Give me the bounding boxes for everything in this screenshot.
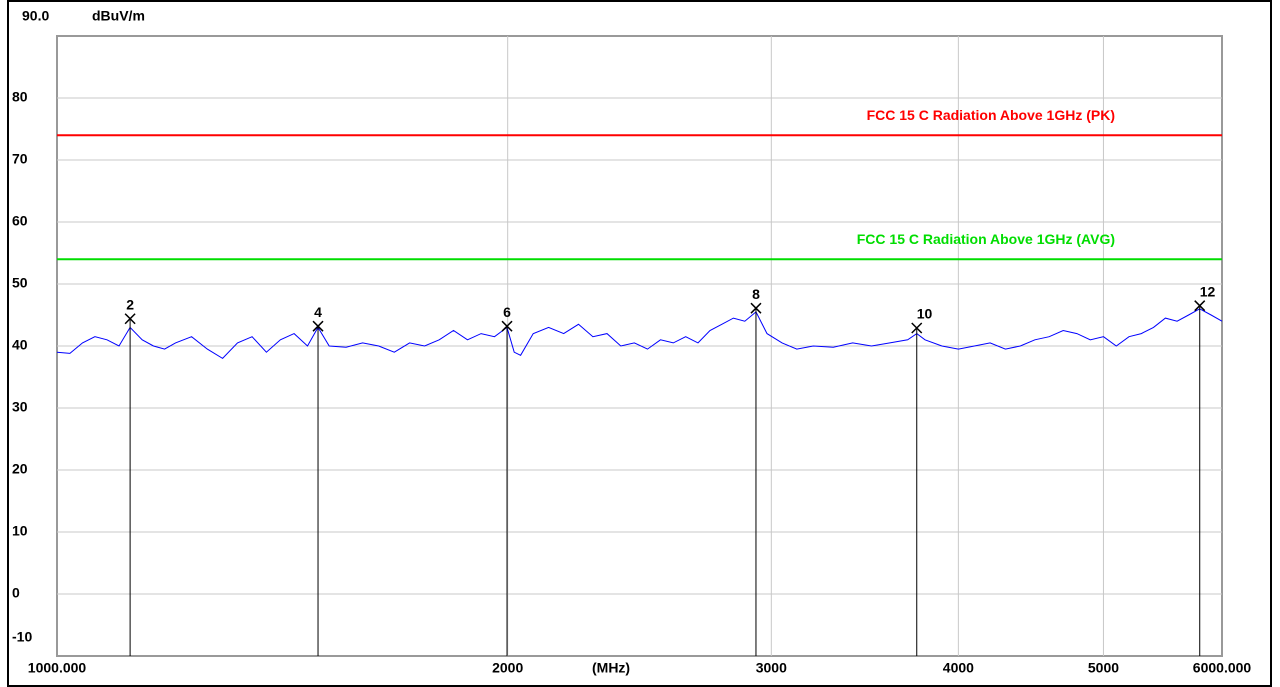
marker-label: 12	[1200, 283, 1216, 299]
marker	[124, 313, 136, 325]
x-tick-label: 4000	[943, 660, 974, 676]
x-tick-label: 1000.000	[28, 660, 87, 676]
y-tick-label: 60	[12, 213, 28, 229]
y-tick-label: -10	[12, 629, 32, 645]
y-tick-label: 40	[12, 337, 28, 353]
y-tick-label: 0	[12, 585, 20, 601]
marker	[312, 320, 324, 332]
marker	[911, 322, 923, 334]
marker-label: 4	[314, 304, 322, 320]
y-tick-label: 90.0	[22, 8, 49, 24]
y-tick-label: 10	[12, 523, 28, 539]
y-tick-label: 70	[12, 151, 28, 167]
marker	[750, 302, 762, 314]
x-tick-label: 3000	[756, 660, 787, 676]
marker	[1194, 300, 1206, 312]
frame	[7, 0, 1272, 687]
y-tick-label: 30	[12, 399, 28, 415]
marker-label: 6	[503, 304, 511, 320]
y-axis-label: dBuV/m	[92, 8, 145, 24]
x-tick-label: 2000	[492, 660, 523, 676]
limit-label: FCC 15 C Radiation Above 1GHz (PK)	[867, 107, 1115, 123]
x-tick-label: 6000.000	[1193, 660, 1252, 676]
y-tick-label: 80	[12, 89, 28, 105]
x-axis-label: (MHz)	[592, 660, 630, 676]
x-tick-label: 5000	[1088, 660, 1119, 676]
y-tick-label: 50	[12, 275, 28, 291]
marker-label: 2	[126, 296, 134, 312]
marker-label: 8	[752, 286, 760, 302]
marker	[501, 320, 513, 332]
limit-label: FCC 15 C Radiation Above 1GHz (AVG)	[857, 231, 1115, 247]
trace	[56, 308, 1223, 360]
y-tick-label: 20	[12, 461, 28, 477]
marker-label: 10	[917, 306, 933, 322]
